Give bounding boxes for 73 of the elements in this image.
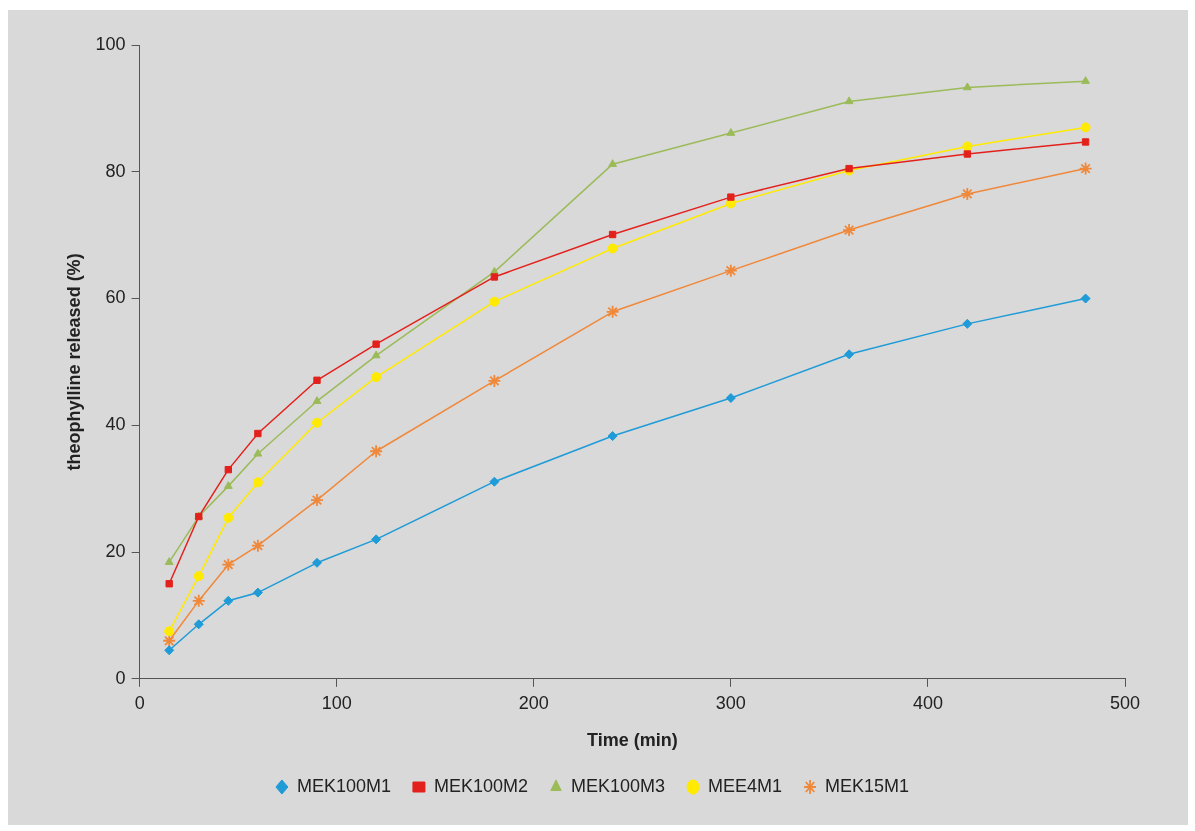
point	[371, 350, 381, 359]
point	[372, 340, 380, 348]
point	[489, 476, 500, 487]
point	[489, 296, 500, 307]
point	[312, 396, 322, 404]
y-tick-label: 20	[105, 541, 126, 562]
y-tick-label: 60	[105, 287, 126, 308]
point	[844, 96, 854, 105]
x-tick-label: 300	[715, 692, 746, 713]
point	[607, 431, 618, 442]
point	[312, 417, 322, 428]
point	[164, 557, 174, 565]
point	[1081, 138, 1090, 146]
legend-label: MEK100M1	[296, 775, 391, 796]
x-tick-label: 100	[321, 692, 352, 713]
point	[962, 318, 973, 329]
point	[369, 444, 384, 459]
x-tick-label: 0	[134, 692, 145, 713]
point	[252, 587, 263, 598]
point	[254, 429, 262, 438]
legend-label: MEK15M1	[825, 775, 910, 796]
y-axis-title: theophylline released (%)	[63, 253, 84, 471]
point	[164, 626, 175, 637]
point	[162, 633, 177, 648]
point	[224, 465, 232, 474]
y-tick-label: 80	[105, 160, 126, 181]
point	[193, 571, 204, 582]
y-tick-label: 100	[95, 33, 126, 54]
y-tick-label: 0	[115, 667, 126, 688]
point	[223, 481, 233, 489]
legend-label: MEK100M2	[433, 775, 528, 796]
point	[1078, 161, 1093, 176]
point	[962, 141, 973, 152]
point	[1080, 122, 1091, 133]
point	[253, 448, 263, 457]
point	[371, 372, 382, 383]
point	[371, 534, 382, 545]
legend-label: MEK100M3	[570, 775, 666, 796]
point	[487, 374, 502, 388]
y-tick-label: 40	[105, 414, 126, 435]
point	[725, 393, 736, 404]
x-tick-label: 500	[1109, 692, 1141, 713]
point	[844, 349, 855, 360]
point	[1081, 76, 1090, 84]
point	[223, 595, 234, 606]
point	[1080, 293, 1091, 304]
point	[250, 538, 265, 553]
point	[312, 557, 322, 568]
point	[252, 477, 263, 488]
point	[223, 512, 234, 523]
point	[313, 376, 321, 384]
point	[842, 223, 856, 237]
point	[165, 580, 173, 588]
point	[605, 304, 620, 319]
point	[726, 128, 736, 136]
point	[490, 273, 499, 281]
point	[608, 159, 618, 167]
point	[608, 230, 617, 239]
point	[607, 243, 618, 254]
point	[960, 187, 975, 201]
x-tick-label: 400	[912, 692, 943, 713]
point	[191, 593, 206, 608]
x-axis-title: Time (min)	[586, 730, 678, 751]
point	[963, 150, 972, 158]
legend-label: MEE4M1	[708, 775, 783, 796]
point	[164, 645, 175, 656]
point	[962, 82, 972, 91]
point	[727, 193, 735, 201]
point	[310, 493, 324, 507]
point	[221, 557, 236, 572]
point	[723, 263, 738, 278]
x-tick-label: 200	[518, 692, 549, 713]
point	[193, 619, 204, 630]
